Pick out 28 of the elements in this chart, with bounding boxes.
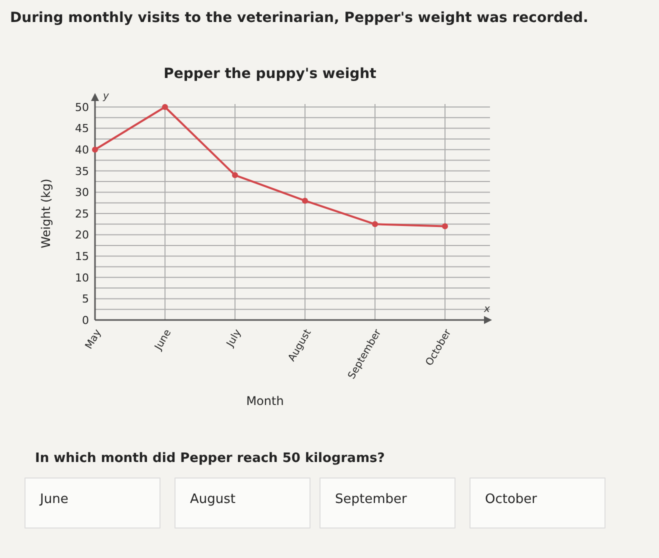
y-tick-label: 20 (75, 228, 89, 242)
point (92, 146, 98, 153)
x-axis-title: Month (246, 394, 284, 408)
y-tick-label: 10 (75, 271, 89, 284)
y-tick-label: 0 (82, 314, 89, 327)
y-tick-label: 25 (75, 207, 89, 220)
point (162, 104, 168, 110)
y-tick-label: 15 (75, 250, 89, 263)
text: October (485, 492, 538, 507)
y-axis-title: Weight (kg) (39, 178, 53, 248)
y-tick-label: 40 (75, 143, 89, 156)
point (232, 172, 238, 178)
text: In which month did Pepper reach 50 kilograms? (35, 451, 385, 466)
y-tick-label: 35 (75, 164, 89, 178)
y-tick-label: 30 (75, 186, 89, 200)
text: September (335, 492, 408, 507)
text: During monthly visits to the veterinarian, Pepper's weight was recorded. (10, 10, 588, 26)
y-tick-label: 50 (75, 100, 89, 114)
text: August (190, 492, 236, 507)
chart-title: Pepper the puppy's weight (164, 66, 377, 82)
y-tick-label: 45 (75, 122, 89, 136)
point (302, 198, 308, 204)
y-tick-label: 5 (82, 292, 89, 306)
text: June (39, 492, 68, 507)
annotation: x (483, 304, 490, 315)
point (442, 223, 448, 230)
point (372, 221, 378, 228)
text: y (102, 91, 110, 102)
